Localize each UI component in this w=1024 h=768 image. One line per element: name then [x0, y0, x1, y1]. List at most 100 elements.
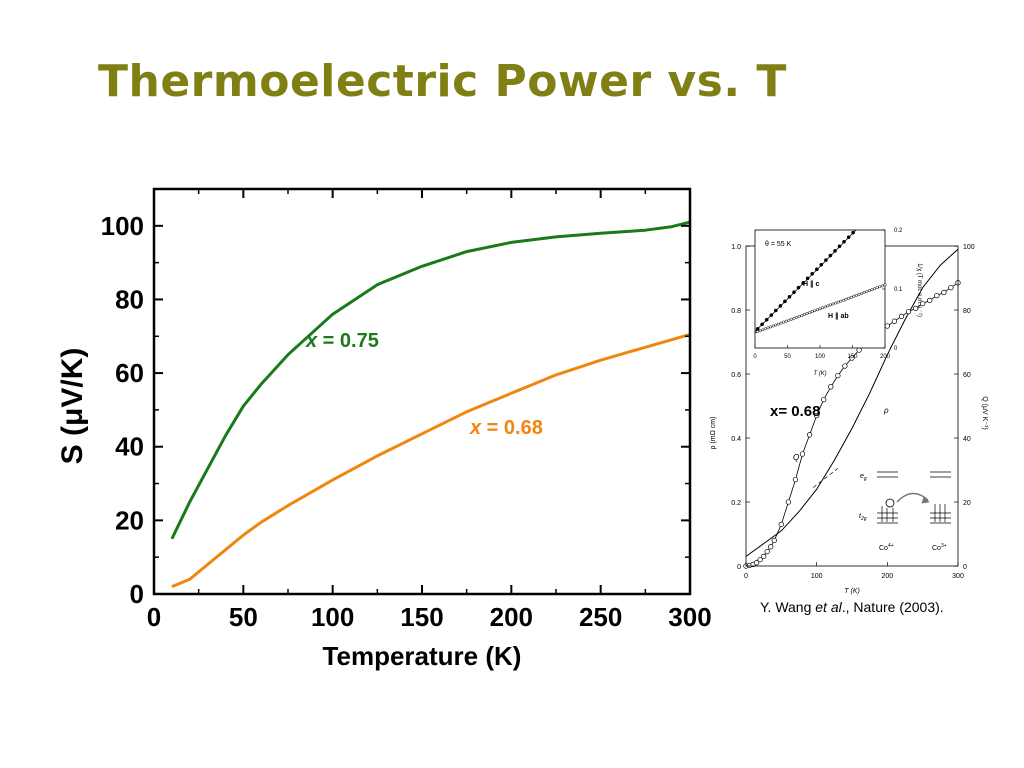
series-label-x075-symbol: x: [305, 330, 318, 352]
q-data-point: [828, 384, 834, 390]
q-data-point: [753, 560, 760, 566]
eg-label: eg: [860, 473, 867, 482]
inset-point-hc: [837, 244, 842, 249]
eg-label-sub: g: [864, 476, 867, 482]
inset-point-hab: [802, 313, 806, 316]
co3-label-base: Co: [932, 545, 941, 552]
inset-point-hc: [801, 281, 805, 285]
inset-point-hab: [776, 322, 780, 326]
inset-frame: [754, 229, 886, 349]
inset-point-hc: [796, 285, 801, 290]
main-chart-y-tick-labels: 0 20 40 60 80 100: [101, 211, 144, 609]
inset-point-hab: [862, 291, 866, 294]
series-label-x075-value: = 0.75: [317, 330, 379, 352]
x-tick-label: 50: [229, 602, 258, 632]
citation-authors: Y. Wang: [760, 599, 816, 615]
inset-point-hab: [880, 284, 884, 288]
inset-point-hc: [764, 317, 769, 322]
reference-figure-rho-label: ρ: [883, 406, 889, 415]
y-tick-label: 0: [130, 579, 144, 609]
inset-point-hab: [818, 307, 822, 311]
inset-point-hc: [842, 239, 846, 244]
ref-x-tick-label: 0: [744, 573, 748, 580]
main-chart-ticks: [153, 189, 691, 595]
q-data-point: [898, 313, 905, 320]
q-data-point: [941, 289, 947, 296]
rho-extrapolation: [812, 468, 839, 488]
inset-point-hab: [865, 290, 869, 294]
q-data-point: [764, 548, 770, 555]
inset-point-hc: [755, 327, 760, 331]
inset-point-hc: [760, 322, 764, 327]
inset-point-hab: [847, 296, 851, 300]
ref-y-tick-label-right: 20: [963, 500, 971, 507]
inset-point-hc: [824, 258, 828, 262]
series-label-x075: x = 0.75: [305, 330, 379, 352]
inset-point-hab: [789, 317, 793, 321]
inset-point-hab: [805, 312, 809, 315]
inset-point-hc: [805, 276, 810, 281]
reference-figure-ticks: [745, 245, 959, 567]
x-tick-label: 0: [147, 602, 161, 632]
reference-figure-y-label-right: Q (μV K⁻¹): [981, 396, 988, 429]
inset-x-tick-label: 50: [784, 354, 791, 360]
inset-point-hab: [852, 294, 856, 298]
inset-point-hab: [756, 330, 760, 334]
inset-point-hab: [834, 301, 838, 305]
q-data-point: [912, 305, 919, 312]
eg-label-base: e: [860, 473, 864, 480]
ref-y-tick-label-right: 40: [963, 436, 971, 443]
inset-point-hab: [844, 297, 848, 301]
q-data-point: [757, 556, 763, 563]
ref-y-tick-label-right: 0: [963, 564, 967, 571]
main-chart-x-axis-label: Temperature (K): [323, 641, 522, 671]
q-data-point: [934, 292, 940, 299]
citation: Y. Wang et al., Nature (2003).: [760, 599, 944, 615]
y-tick-label: 20: [115, 505, 144, 535]
x-tick-label: 300: [668, 602, 711, 632]
q-data-point: [920, 300, 926, 307]
q-data-point: [842, 363, 848, 369]
inset-point-hab: [823, 305, 827, 309]
q-data-point: [785, 499, 792, 505]
inset-point-hab: [800, 314, 804, 317]
inset-point-hab: [779, 321, 783, 325]
inset-point-hab: [763, 327, 767, 331]
main-chart-y-axis-label: S (μV/K): [56, 348, 89, 465]
q-data-point: [849, 355, 855, 361]
inset-point-hab: [860, 292, 864, 295]
inset-point-hc: [819, 262, 824, 267]
q-data-point: [799, 451, 806, 457]
inset-point-hc: [810, 271, 815, 276]
inset-point-hab: [849, 295, 853, 299]
inset-point-hab: [810, 310, 814, 314]
reference-figure-y-label-left: ρ (mΩ cm): [710, 417, 717, 450]
q-data-point: [905, 308, 912, 315]
inset-point-hc: [851, 230, 855, 235]
co3-label: Co3+: [932, 543, 947, 552]
ref-y-tick-label: 0.2: [731, 500, 741, 507]
citation-journal: ., Nature (2003).: [841, 599, 944, 615]
reference-figure-q-label: Q: [793, 453, 799, 462]
reference-figure-annotation: x= 0.68: [770, 403, 820, 420]
ref-y-tick-label-right: 100: [963, 244, 975, 251]
inset-point-hab: [774, 323, 778, 327]
t2g-label-sub: 2g: [860, 516, 867, 522]
inset-point-hc: [778, 304, 783, 308]
q-data-point: [792, 476, 799, 483]
q-data-point: [771, 537, 777, 544]
q-data-point: [768, 544, 774, 550]
y-tick-label: 60: [115, 358, 144, 388]
y-tick-label: 100: [101, 211, 144, 241]
x-tick-label: 150: [400, 602, 443, 632]
inset-point-hab: [784, 319, 788, 323]
inset-curves: [754, 229, 887, 334]
q-data-point: [761, 553, 767, 560]
main-chart-x-tick-labels: 0 50 100 150 200 250 300: [147, 602, 712, 632]
inset-point-hc: [787, 294, 792, 299]
co4-label: Co4+: [879, 543, 894, 552]
inset-point-hab: [826, 304, 830, 308]
co4-label-base: Co: [879, 545, 888, 552]
